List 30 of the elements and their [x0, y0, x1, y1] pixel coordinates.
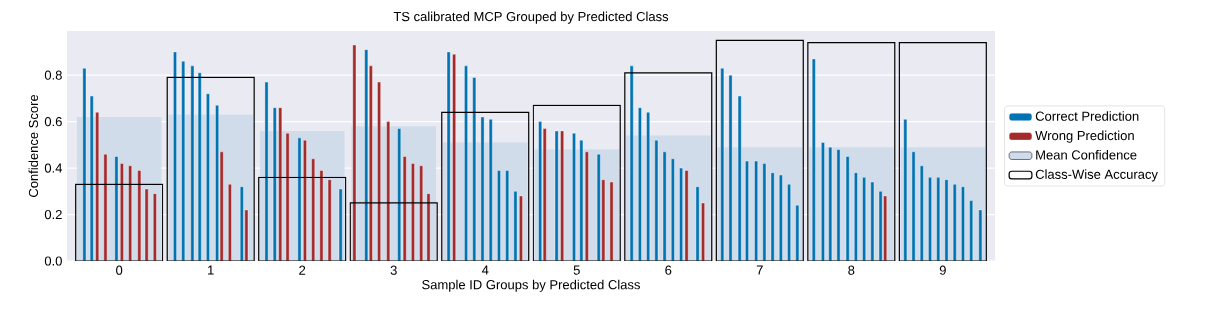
y-tick-label: 0.6	[44, 117, 62, 127]
x-tick-label: 5	[573, 265, 580, 275]
x-tick-label: 0	[116, 265, 123, 275]
y-tick-label: 0.4	[44, 163, 63, 173]
x-tick-label: 7	[756, 265, 763, 275]
legend-label: Mean Confidence	[1036, 149, 1137, 160]
x-tick-label: 4	[481, 265, 489, 275]
bar	[441, 111, 530, 261]
x-tick-label: 8	[848, 265, 855, 275]
bar	[898, 42, 987, 261]
y-tick-label: 0.8	[44, 70, 62, 80]
bar	[624, 72, 713, 261]
x-tick-label: 3	[390, 265, 397, 275]
x-axis-title: Sample ID Groups by Predicted Class	[422, 279, 640, 292]
y-tick-label: 0.0	[44, 256, 62, 266]
chart-title: TS calibrated MCP Grouped by Predicted Class	[393, 11, 669, 24]
bar	[75, 183, 164, 261]
bar	[166, 76, 255, 261]
x-tick-label: 2	[299, 265, 306, 275]
x-tick-label: 9	[939, 265, 946, 275]
x-tick-label: 6	[665, 265, 672, 275]
bar	[258, 176, 347, 261]
bar	[349, 202, 438, 261]
bar	[715, 39, 804, 261]
legend-label: Wrong Prediction	[1035, 130, 1134, 143]
x-tick-label: 1	[208, 265, 214, 275]
y-axis-title: Confidence Score	[28, 94, 39, 197]
legend-label: Class-Wise Accuracy	[1035, 169, 1158, 182]
y-tick-label: 0.2	[44, 209, 62, 220]
legend-label: Correct Prediction	[1035, 111, 1139, 121]
